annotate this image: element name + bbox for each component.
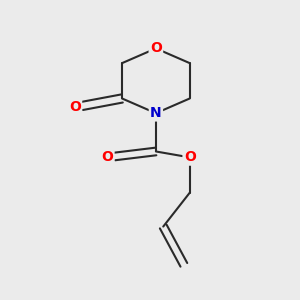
Text: O: O [150,41,162,56]
Text: O: O [69,100,81,114]
Text: O: O [101,150,113,164]
Text: O: O [184,150,196,164]
Text: N: N [150,106,162,120]
